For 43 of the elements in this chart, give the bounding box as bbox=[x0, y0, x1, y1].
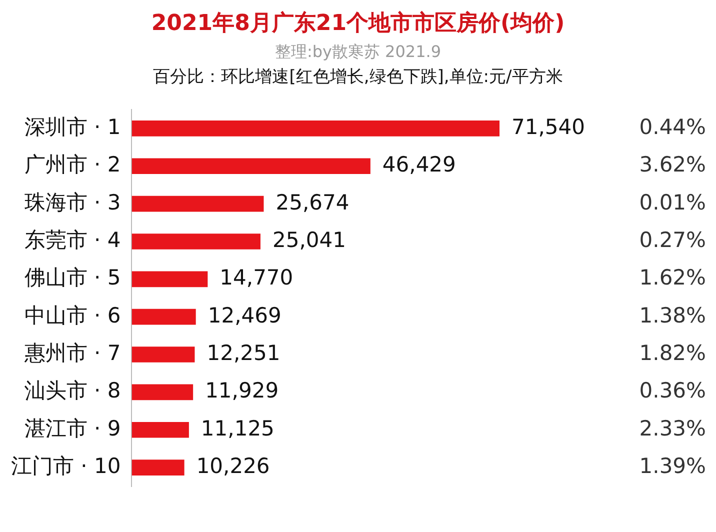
text: 3.62% bbox=[639, 152, 706, 177]
bar bbox=[132, 346, 195, 362]
y-tick-label: 深圳市 · 1 bbox=[24, 114, 121, 139]
y-tick-label: 湛江市 · 9 bbox=[24, 416, 121, 440]
bar bbox=[132, 384, 194, 400]
text: 百分比：环比增速[红色增长,绿色下跌],单位:元/平方米 bbox=[152, 66, 564, 88]
data-label: 25,041 bbox=[272, 228, 346, 252]
data-label: 11,125 bbox=[200, 416, 274, 440]
y-tick-label: 中山市 · 6 bbox=[24, 303, 121, 328]
chart-title: 2021年8月广东21个地市市区房价(均价) bbox=[150, 10, 566, 38]
chart-subtitle: 整理:by散寒苏 2021.9 bbox=[274, 42, 442, 63]
data-label: 11,929 bbox=[205, 378, 279, 403]
y-tick-label: 珠海市 · 3 bbox=[24, 190, 121, 214]
y-tick-label: 汕头市 · 8 bbox=[24, 378, 121, 403]
data-label: 25,674 bbox=[276, 190, 350, 214]
text: 0.36% bbox=[639, 378, 706, 403]
y-tick-label: 佛山市 · 5 bbox=[24, 266, 121, 290]
text: 0.44% bbox=[639, 114, 706, 139]
data-label: 14,770 bbox=[220, 266, 294, 290]
bar bbox=[132, 158, 370, 174]
text: 2.33% bbox=[639, 416, 706, 440]
bar bbox=[132, 120, 500, 136]
y-tick-label: 广州市 · 2 bbox=[24, 152, 121, 177]
data-label: 10,226 bbox=[196, 454, 270, 478]
text: 0.01% bbox=[639, 190, 706, 214]
bar bbox=[132, 308, 196, 325]
bar bbox=[132, 422, 189, 438]
text: 1.38% bbox=[639, 303, 706, 328]
y-tick-label: 江门市 · 10 bbox=[11, 454, 121, 478]
bar bbox=[132, 196, 264, 212]
data-label: 46,429 bbox=[382, 152, 456, 177]
text: 1.39% bbox=[639, 454, 706, 478]
bar bbox=[132, 460, 184, 476]
y-tick-label: 惠州市 · 7 bbox=[23, 340, 121, 365]
text: 1.82% bbox=[639, 340, 706, 365]
data-label: 71,540 bbox=[512, 114, 585, 139]
bar bbox=[132, 271, 208, 288]
text: 1.62% bbox=[639, 266, 706, 290]
bar bbox=[132, 234, 260, 250]
data-label: 12,251 bbox=[206, 340, 280, 365]
text: 0.27% bbox=[639, 228, 706, 252]
data-label: 12,469 bbox=[208, 303, 282, 328]
y-tick-label: 东莞市 · 4 bbox=[24, 228, 121, 252]
